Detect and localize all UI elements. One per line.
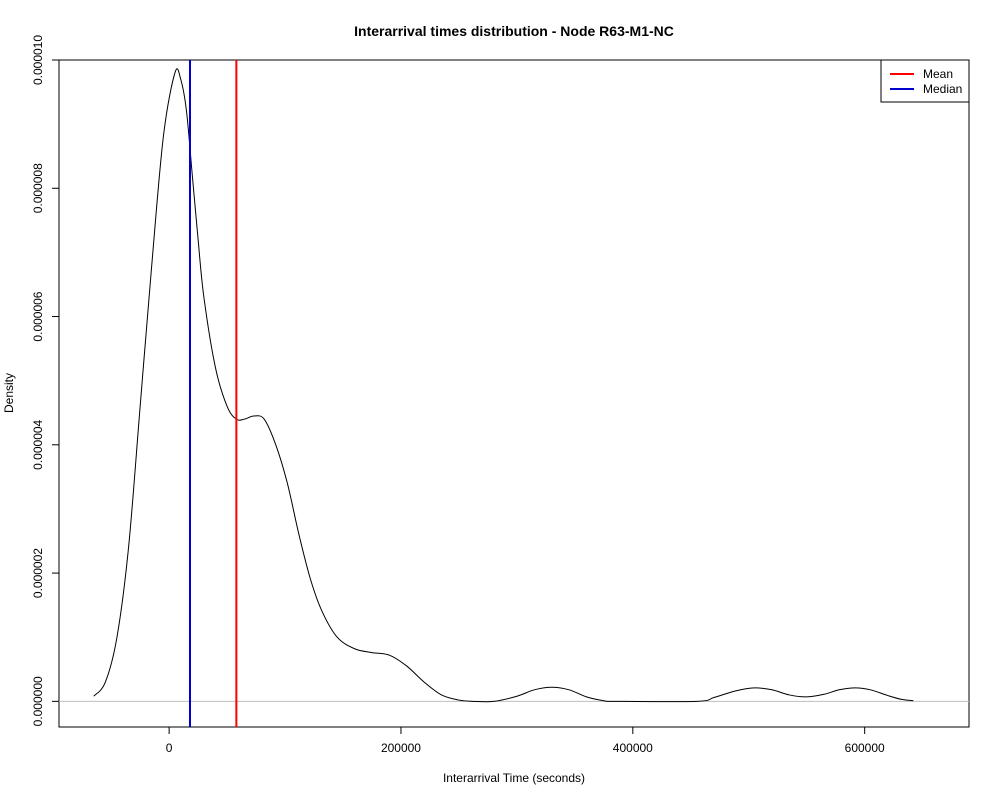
plot-area: 0 200000 400000 600000 0.000000 0.000002 0.000… (31, 35, 970, 755)
legend-label-mean: Mean (923, 67, 953, 81)
legend-label-median: Median (923, 82, 962, 96)
x-tick-label: 600000 (845, 741, 885, 755)
y-tick-label: 0.000008 (31, 163, 45, 213)
y-tick-label: 0.000010 (31, 35, 45, 85)
plot-frame (58, 59, 970, 728)
y-tick-label: 0.000006 (31, 291, 45, 341)
y-tick-label: 0.000004 (31, 419, 45, 469)
density-curve (93, 68, 914, 703)
x-tick-label: 400000 (613, 741, 653, 755)
chart-title: Interarrival times distribution - Node R… (354, 23, 674, 39)
y-tick-label: 0.000000 (31, 676, 45, 726)
x-tick-label: 200000 (381, 741, 421, 755)
y-tick-label: 0.000002 (31, 548, 45, 598)
legend-box (880, 59, 970, 103)
y-axis-label: Density (2, 373, 16, 413)
x-axis-label: Interarrival Time (seconds) (443, 771, 585, 785)
x-tick-label: 0 (166, 741, 173, 755)
